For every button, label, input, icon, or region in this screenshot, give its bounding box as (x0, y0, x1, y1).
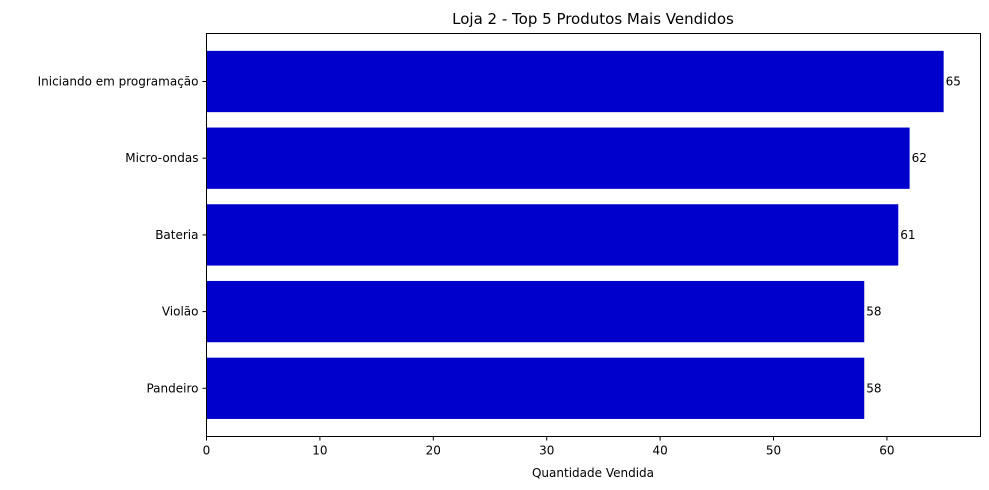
bar (206, 50, 944, 113)
bar (206, 357, 865, 419)
bar (206, 280, 865, 343)
data-label: 58 (866, 381, 881, 395)
x-tick-label: 40 (652, 444, 667, 458)
y-tick-label: Violão (162, 305, 199, 319)
x-axis-label: Quantidade Vendida (532, 466, 654, 480)
x-tick-label: 20 (426, 444, 441, 458)
ticks-layer: Iniciando em programação Micro-ondas Bater… (38, 75, 895, 458)
data-label: 65 (946, 75, 961, 89)
data-label: 62 (912, 151, 927, 165)
x-tick-label: 50 (766, 444, 781, 458)
bars-layer: 65 62 61 58 58 (206, 50, 961, 419)
bar (206, 204, 899, 266)
x-tick-label: 10 (312, 444, 327, 458)
x-tick-label: 30 (539, 444, 554, 458)
bar (206, 127, 910, 189)
y-tick-label: Bateria (155, 228, 198, 242)
x-tick-label: 60 (879, 444, 894, 458)
data-label: 61 (900, 228, 915, 242)
y-tick-label: Micro-ondas (125, 151, 198, 165)
chart-title: Loja 2 - Top 5 Produtos Mais Vendidos (452, 10, 734, 28)
y-tick-label: Pandeiro (146, 381, 198, 395)
x-tick-label: 0 (203, 444, 211, 458)
data-label: 58 (866, 305, 881, 319)
y-tick-label: Iniciando em programação (38, 75, 199, 89)
